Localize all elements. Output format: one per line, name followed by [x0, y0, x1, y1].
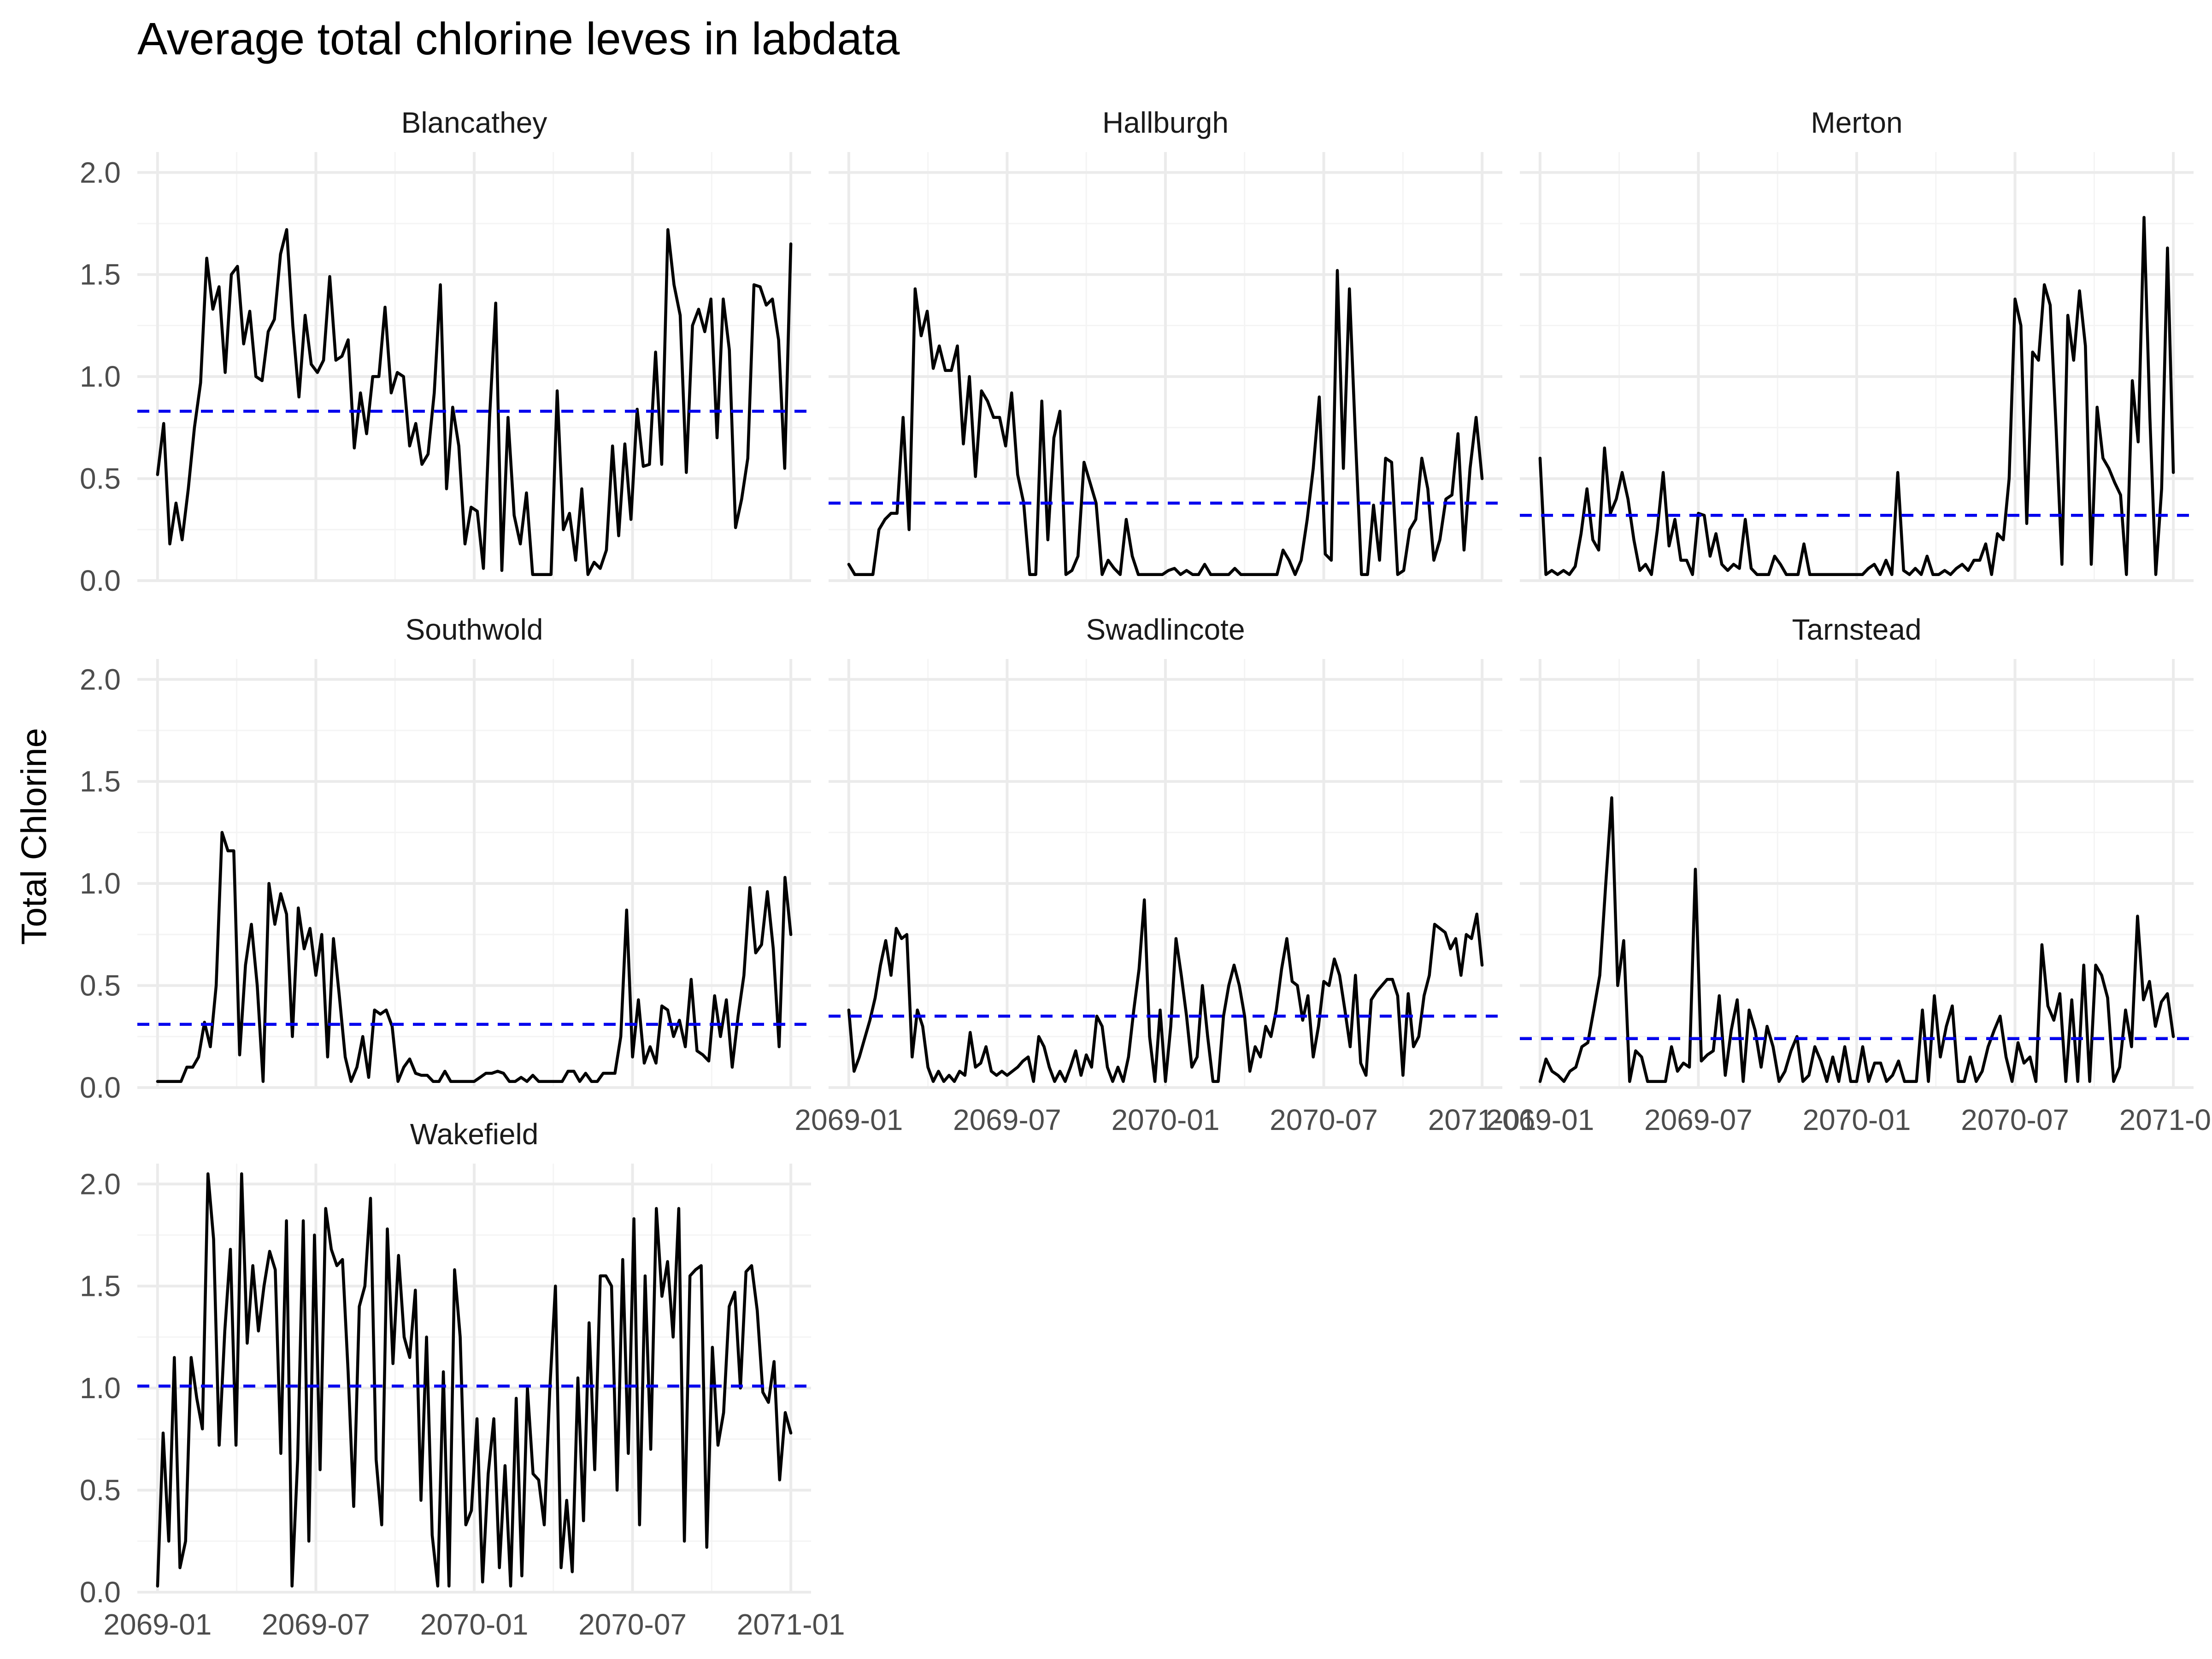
series-line-southwold	[156, 831, 793, 1083]
series-line-merton	[1538, 216, 2175, 576]
y-tick-label: 2.0	[80, 1167, 121, 1200]
facet-panel-wakefield: Wakefield 0.0 0.5 1.0 1.5 2.0 2069-01 2069-07 20…	[80, 1118, 845, 1641]
x-tick-label: 2069-01	[794, 1103, 903, 1136]
y-tick-label: 0.5	[80, 969, 121, 1002]
x-tick-label: 2071-01	[1428, 1103, 1536, 1136]
facet-strip-label: Swadlincote	[1086, 613, 1245, 646]
series-line-hallburgh	[847, 269, 1484, 576]
y-tick-label: 1.0	[80, 1371, 121, 1405]
series-line-blancathey	[156, 228, 793, 576]
chart-title: Average total chlorine leves in labdata	[137, 13, 900, 64]
x-tick-label: 2070-07	[1270, 1103, 1378, 1136]
y-tick-label: 1.0	[80, 360, 121, 393]
series-line-swadlincote	[847, 898, 1484, 1083]
x-tick-label: 2069-07	[262, 1608, 370, 1641]
facet-panels: Blancathey 0.0 0.5 1.0 1.5 2.0 Hallburgh Merton…	[80, 106, 2212, 1641]
facet-strip-label: Hallburgh	[1102, 106, 1229, 139]
facet-panel-hallburgh: Hallburgh	[829, 106, 1502, 582]
x-tick-label: 2070-01	[1112, 1103, 1220, 1136]
x-tick-label: 2071-01	[2119, 1103, 2212, 1136]
y-axis-label: Total Chlorine	[14, 728, 54, 945]
series-line-tarnstead	[1538, 796, 2175, 1083]
x-tick-label: 2070-01	[1803, 1103, 1911, 1136]
y-tick-label: 2.0	[80, 156, 121, 189]
y-tick-label: 2.0	[80, 663, 121, 696]
y-tick-label: 1.5	[80, 258, 121, 291]
facet-panel-swadlincote: Swadlincote 2069-01 2069-07 2070-01 2070-07 2…	[794, 613, 1536, 1136]
y-tick-label: 0.0	[80, 1071, 121, 1104]
facet-panel-merton: Merton	[1520, 106, 2194, 582]
y-tick-label: 1.5	[80, 765, 121, 798]
facet-panel-southwold: Southwold 0.0 0.5 1.0 1.5 2.0	[80, 613, 811, 1104]
facet-strip-label: Tarnstead	[1792, 613, 1921, 646]
x-tick-label: 2071-01	[737, 1608, 845, 1641]
x-tick-label: 2070-07	[1961, 1103, 2069, 1136]
y-tick-label: 1.5	[80, 1270, 121, 1303]
facet-panel-blancathey: Blancathey 0.0 0.5 1.0 1.5 2.0	[80, 106, 811, 597]
y-tick-label: 1.0	[80, 867, 121, 900]
x-tick-label: 2069-07	[1644, 1103, 1753, 1136]
y-tick-label: 0.5	[80, 462, 121, 495]
x-tick-label: 2070-07	[578, 1608, 687, 1641]
facet-panel-tarnstead: Tarnstead 2069-01 2069-07 2070-01 2070-07 207…	[1486, 613, 2212, 1136]
facet-strip-label: Southwold	[406, 613, 543, 646]
x-tick-label: 2070-01	[420, 1608, 529, 1641]
series-line-wakefield	[156, 1172, 793, 1588]
facet-strip-label: Blancathey	[401, 106, 547, 139]
facet-strip-label: Merton	[1811, 106, 1902, 139]
x-tick-label: 2069-07	[953, 1103, 1061, 1136]
y-tick-label: 0.0	[80, 1576, 121, 1609]
x-tick-label: 2069-01	[1486, 1103, 1594, 1136]
x-tick-label: 2069-01	[103, 1608, 212, 1641]
y-tick-label: 0.5	[80, 1474, 121, 1507]
facet-strip-label: Wakefield	[410, 1118, 539, 1151]
y-tick-label: 0.0	[80, 564, 121, 597]
